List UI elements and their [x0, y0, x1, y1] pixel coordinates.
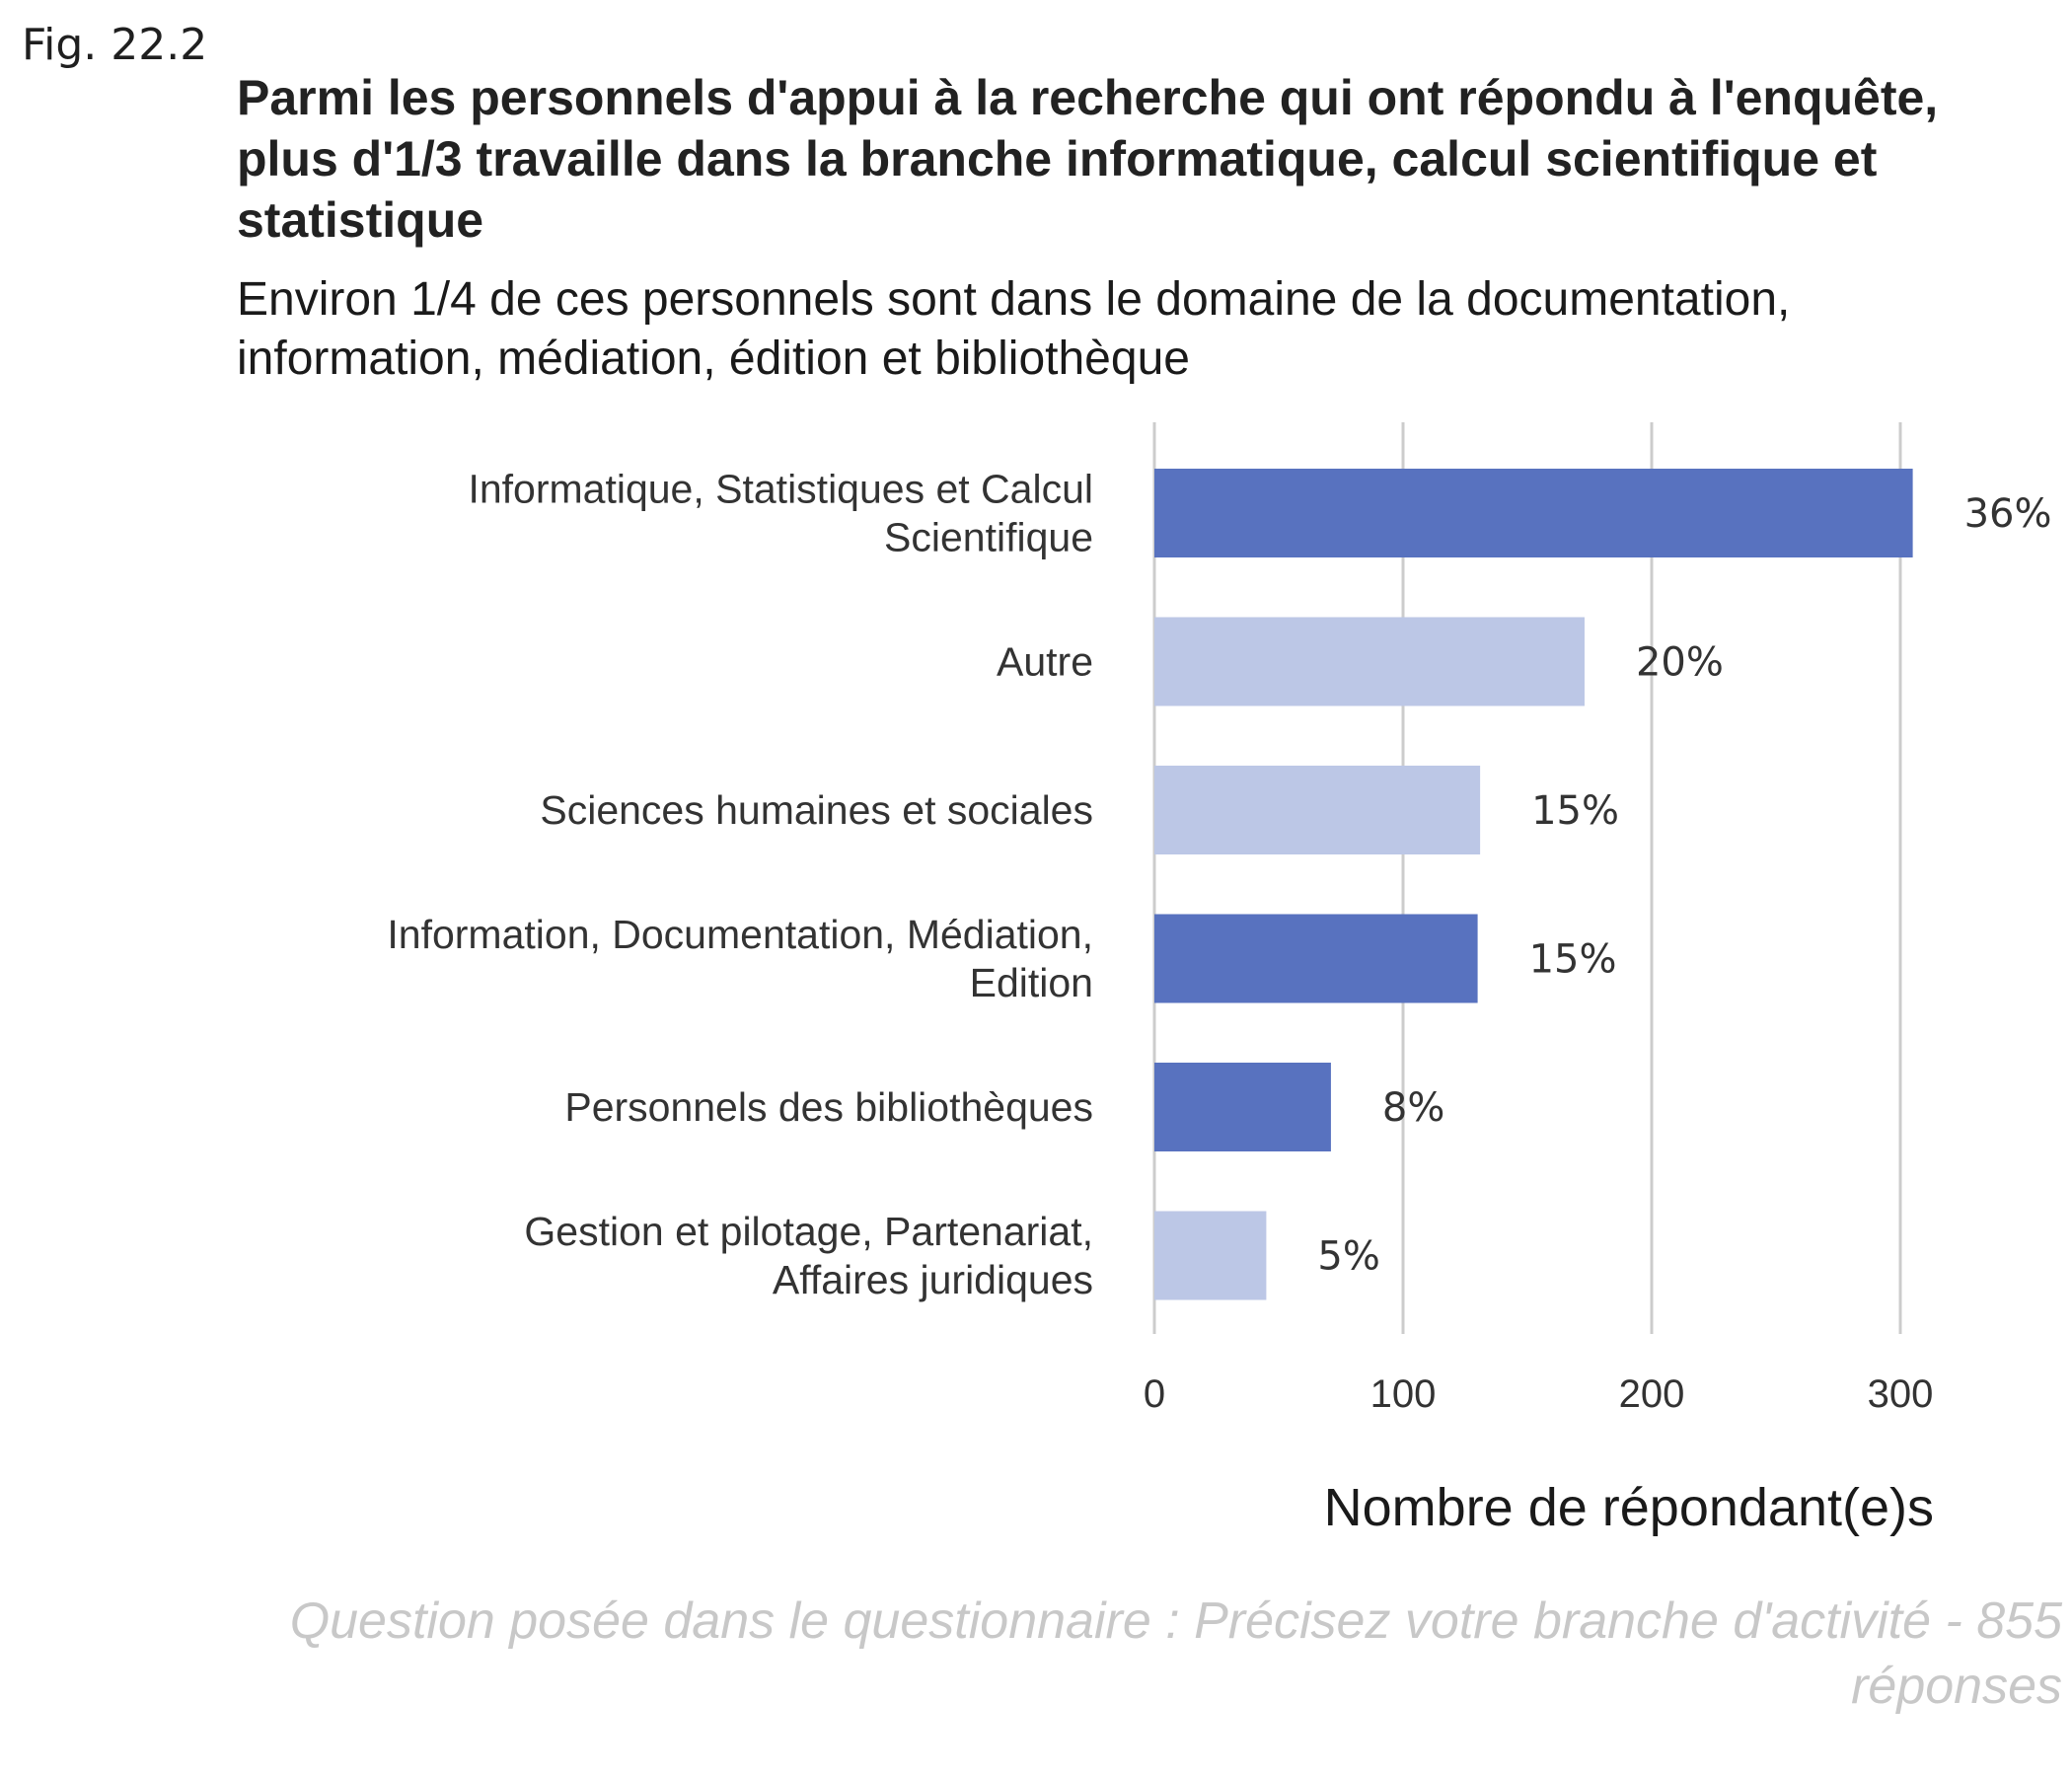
bar-value-label: 5% [1317, 1234, 1379, 1280]
value-labels: 36% 20% 15% 15% 8% 5% [1317, 491, 2051, 1280]
category-label: Affaires juridiques [773, 1257, 1093, 1302]
category-label: Edition [970, 960, 1093, 1005]
bar-value-label: 20% [1636, 640, 1724, 686]
category-label: Personnels des bibliothèques [564, 1084, 1093, 1130]
figure-label: Fig. 22.2 [22, 20, 208, 70]
bar [1154, 766, 1481, 854]
category-label: Autre [997, 639, 1093, 685]
bar [1154, 1063, 1331, 1151]
category-label: Information, Documentation, Médiation, [387, 912, 1093, 957]
x-tick-label: 0 [1144, 1372, 1165, 1416]
category-label: Sciences humaines et sociales [540, 787, 1093, 833]
bar-value-label: 36% [1964, 491, 2052, 537]
category-label: Scientifique [884, 515, 1093, 560]
bar [1154, 914, 1478, 1003]
bar [1154, 617, 1585, 706]
bar-value-label: 8% [1382, 1085, 1444, 1131]
bars [1154, 469, 1913, 1300]
category-label: Gestion et pilotage, Partenariat, [524, 1209, 1093, 1254]
category-label: Informatique, Statistiques et Calcul [468, 467, 1093, 512]
gridlines [1152, 422, 1902, 1334]
x-tick-label: 200 [1619, 1372, 1685, 1416]
category-labels: Informatique, Statistiques et CalculScie… [387, 467, 1093, 1303]
x-axis-ticks: 0 100 200 300 [1144, 1372, 1934, 1416]
bar-value-label: 15% [1529, 937, 1617, 983]
x-tick-label: 100 [1370, 1372, 1437, 1416]
bar-value-label: 15% [1531, 788, 1619, 834]
bar [1154, 469, 1913, 557]
chart-caption: Question posée dans le questionnaire : P… [289, 1592, 2062, 1715]
chart-title: Parmi les personnels d'appui à la recher… [237, 70, 1939, 248]
x-tick-label: 300 [1868, 1372, 1934, 1416]
x-axis-title: Nombre de répondant(e)s [1324, 1478, 1934, 1537]
chart-subtitle: Environ 1/4 de ces personnels sont dans … [237, 273, 1791, 385]
bar [1154, 1211, 1267, 1300]
